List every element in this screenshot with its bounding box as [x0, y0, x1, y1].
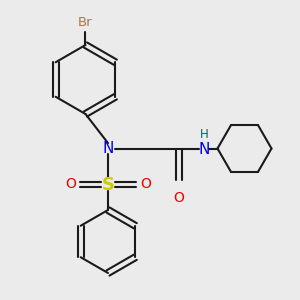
Text: O: O [65, 178, 76, 191]
Text: N: N [198, 142, 210, 158]
Text: Br: Br [78, 16, 93, 29]
Text: O: O [173, 191, 184, 205]
Text: H: H [200, 128, 208, 141]
Text: S: S [101, 176, 115, 194]
Text: O: O [140, 178, 151, 191]
Text: N: N [102, 141, 114, 156]
